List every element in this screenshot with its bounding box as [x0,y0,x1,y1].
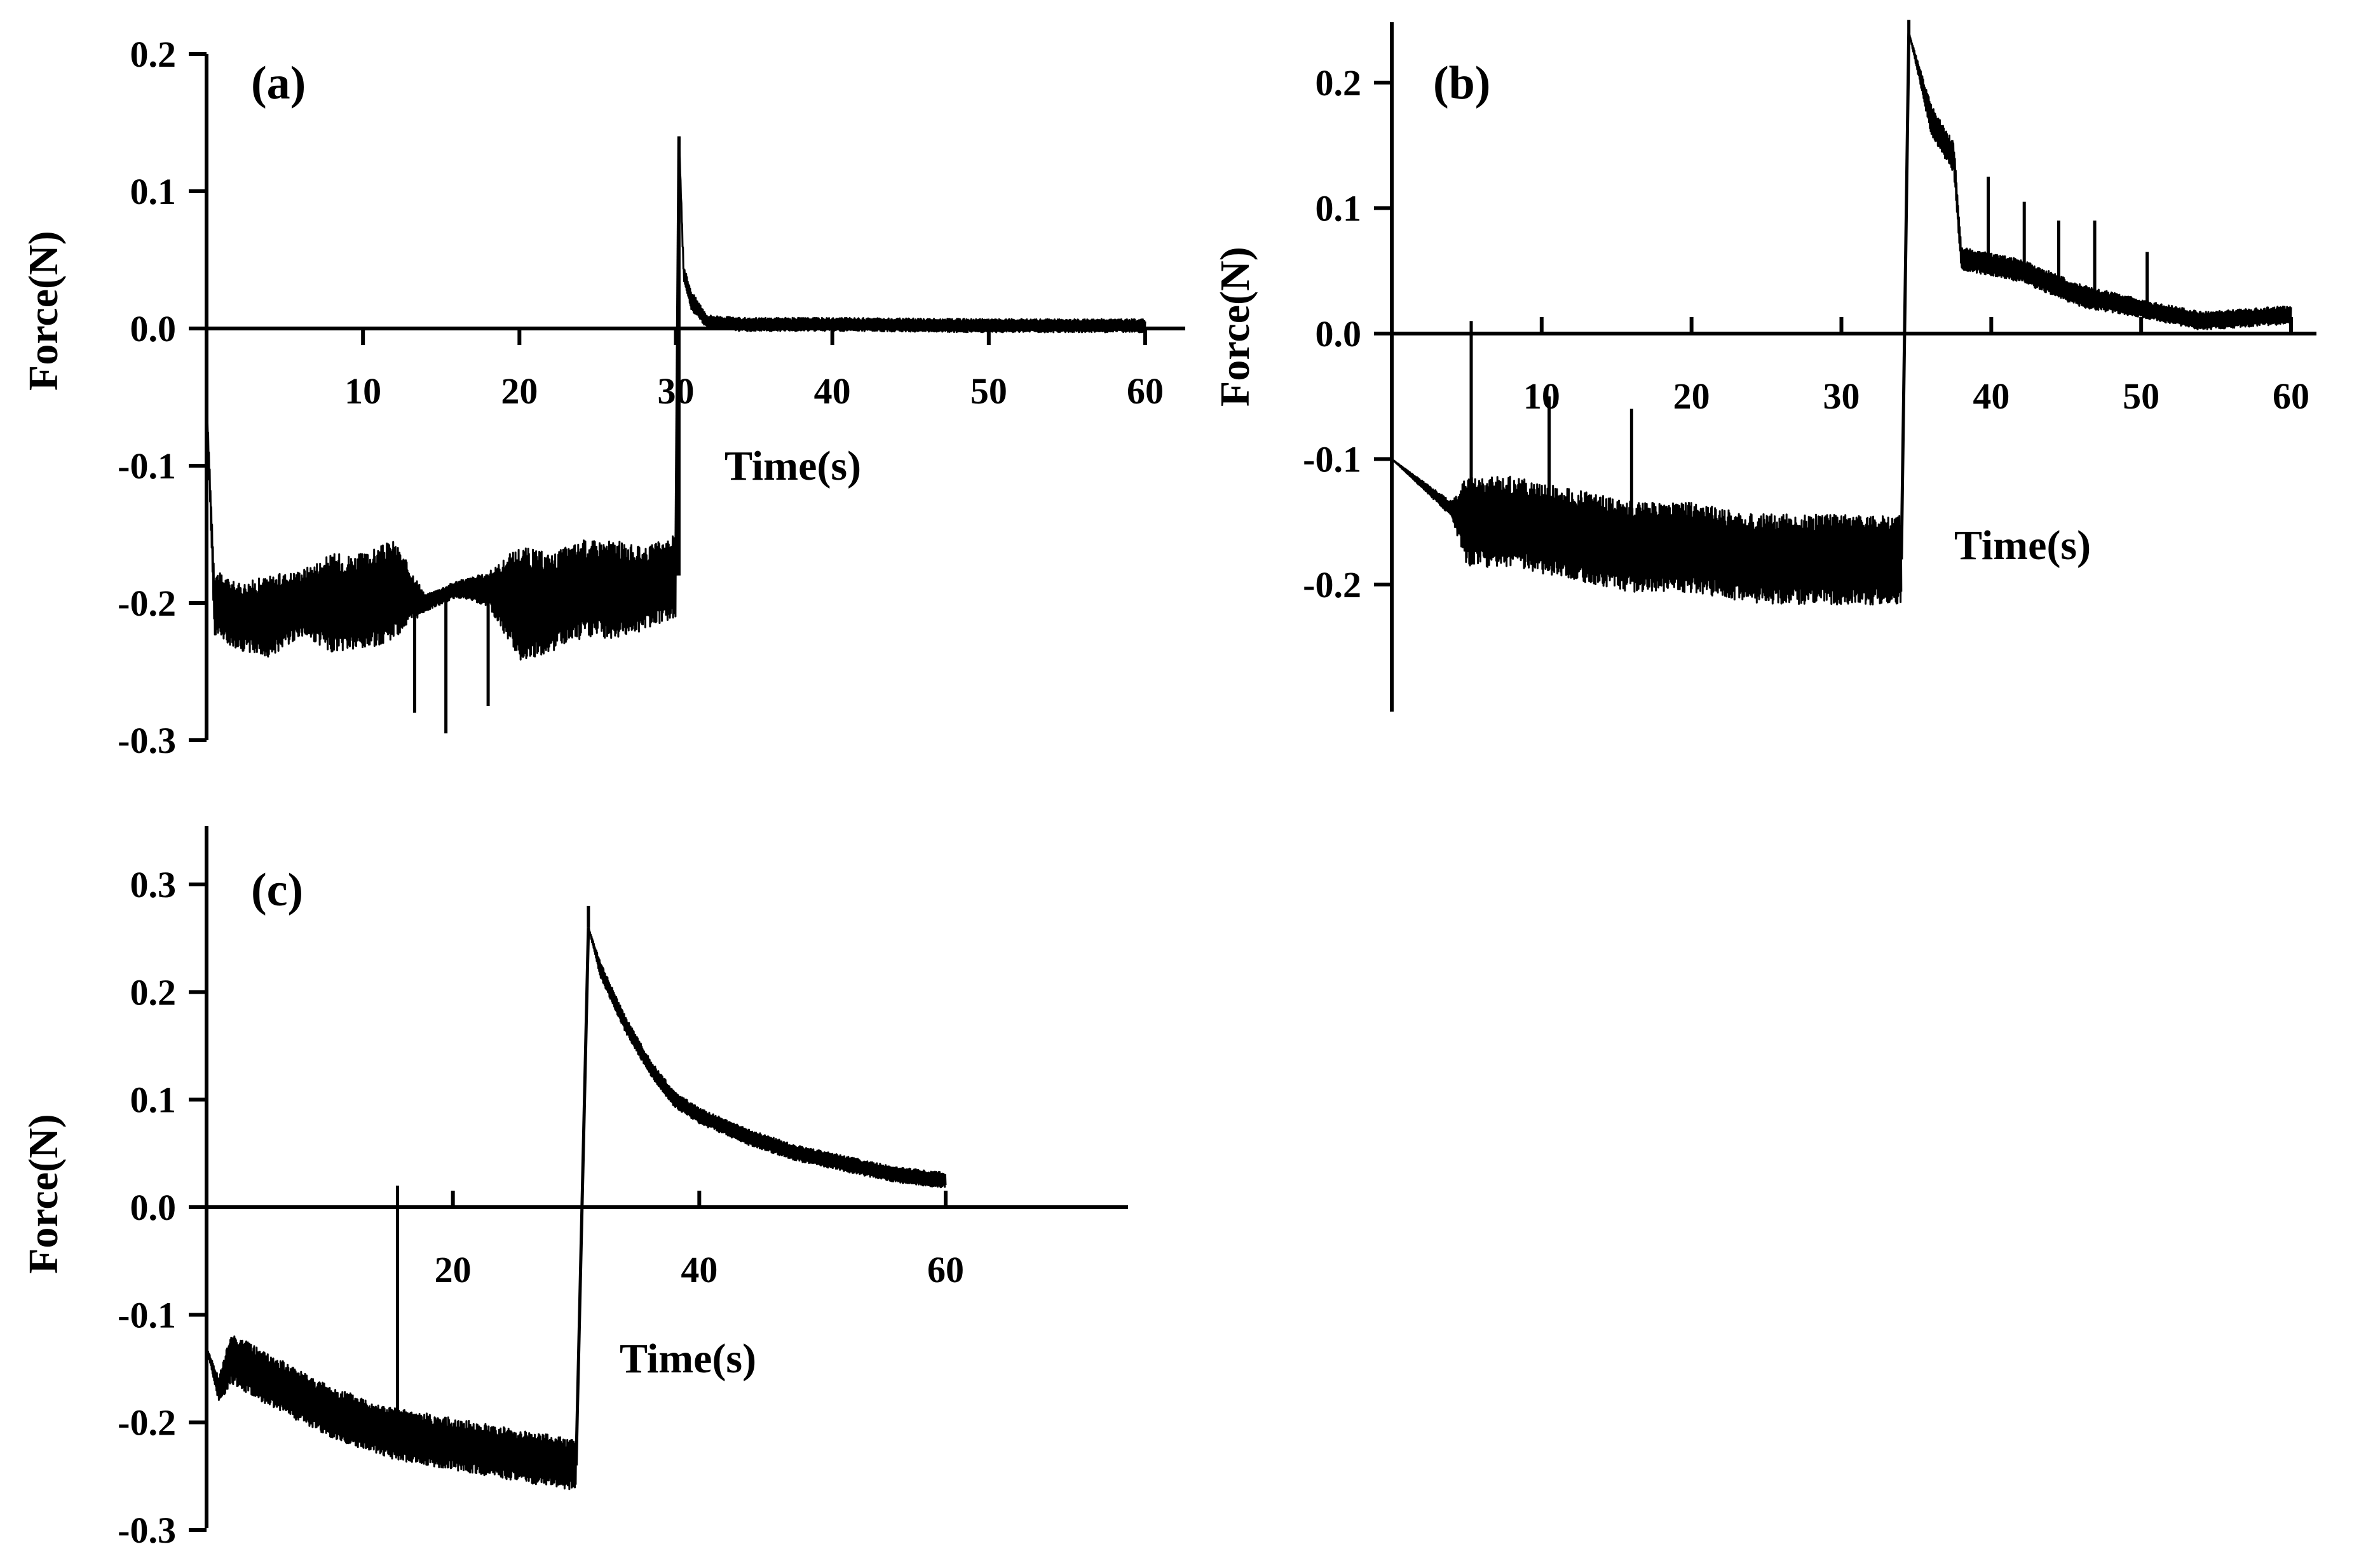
panel-c-axes: 0.3 0.2 0.1 0.0 -0.1 -0.2 -0.3 20 40 60 [118,826,1128,1551]
panel-a-label: (a) [251,57,306,109]
panel-c-y-tick-label: -0.2 [118,1402,176,1444]
panel-a-series-phase-2 [677,136,1146,334]
panel-c-phase-jump [575,927,590,1466]
panel-c-y-tick-label: 0.3 [130,864,177,905]
panel-c: 0.3 0.2 0.1 0.0 -0.1 -0.2 -0.3 20 40 60 (c) Time(… [20,826,1128,1551]
panel-b-y-tick-label: 0.1 [1316,188,1362,229]
panel-c-traces [205,905,947,1491]
panel-a-x-tick-label: 50 [970,370,1007,412]
panel-b-ylabel: Force(N) [1212,247,1258,407]
panel-b-x-tick-label: 30 [1823,375,1860,417]
panel-b-x-tick-label: 10 [1523,375,1560,417]
panel-b-y-tick-label: 0.2 [1316,62,1362,104]
panel-a-xlabel: Time(s) [724,443,861,489]
panel-a-y-tick-label: 0.2 [130,34,177,75]
panel-a-y-tick-label: -0.3 [118,720,176,761]
panel-a-x-tick-label: 60 [1127,370,1164,412]
panel-a-axes: 0.2 0.1 0.0 -0.1 -0.2 -0.3 10 20 30 40 50 60 [118,34,1185,761]
panel-b-x-tick-label: 60 [2273,375,2309,417]
panel-b-x-tick-label: 40 [1973,375,2009,417]
panel-a-x-tick-label: 20 [501,370,538,412]
panel-a-y-tick-label: 0.0 [130,308,177,349]
panel-a-x-tick-label: 40 [814,370,851,412]
panel-b-y-tick-label: -0.1 [1303,439,1361,480]
panel-a-x-tick-label: 30 [658,370,695,412]
panel-b-x-tick-label: 20 [1673,375,1710,417]
panel-b-series-phase-2 [1908,32,2292,330]
panel-b-xlabel: Time(s) [1954,522,2091,569]
panel-a: 0.2 0.1 0.0 -0.1 -0.2 -0.3 10 20 30 40 50 60 (a) Ti… [20,34,1185,761]
panel-b-axes: 0.2 0.1 0.0 -0.1 -0.2 10 20 30 40 50 60 [1303,22,2316,712]
panel-b-series-phase-1 [1391,458,1903,605]
panel-b-traces [1391,20,2292,605]
panel-c-y-tick-label: 0.2 [130,971,177,1013]
panel-b: 0.2 0.1 0.0 -0.1 -0.2 10 20 30 40 50 60 (b) Time(s… [1212,20,2316,712]
panel-c-y-tick-label: -0.1 [118,1294,176,1336]
panel-a-y-tick-label: -0.2 [118,583,176,624]
panel-a-series-phase-1 [205,396,677,661]
panel-a-x-tick-label: 10 [344,370,381,412]
panel-c-x-tick-label: 40 [681,1249,717,1290]
panel-c-ylabel: Force(N) [20,1114,67,1274]
panel-c-series-phase-2 [587,927,947,1189]
panel-c-y-tick-label: -0.3 [118,1510,176,1551]
panel-b-label: (b) [1433,57,1490,109]
panel-c-x-tick-label: 60 [927,1249,964,1290]
panel-a-traces [205,136,1146,734]
panel-c-xlabel: Time(s) [620,1336,756,1382]
panel-a-y-tick-label: 0.1 [130,171,177,212]
panel-c-x-tick-label: 20 [435,1249,472,1290]
panel-b-x-tick-label: 50 [2123,375,2159,417]
panel-b-y-tick-label: 0.0 [1316,313,1362,355]
panel-c-label: (c) [251,864,303,916]
panel-b-phase-jump [1900,32,1911,560]
panel-c-y-tick-label: 0.1 [130,1079,177,1121]
panel-b-y-tick-label: -0.2 [1303,564,1361,605]
panel-c-y-tick-label: 0.0 [130,1187,177,1228]
panel-a-y-tick-label: -0.1 [118,445,176,487]
panel-a-ylabel: Force(N) [20,231,67,391]
panel-c-series-phase-1 [205,1335,577,1491]
